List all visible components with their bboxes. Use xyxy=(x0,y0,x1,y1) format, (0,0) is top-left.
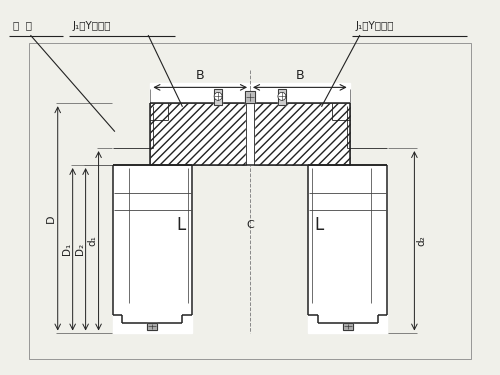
Text: J₁、Y型轴孔: J₁、Y型轴孔 xyxy=(72,21,111,31)
Text: C: C xyxy=(246,220,254,230)
Bar xyxy=(29,42,471,359)
Text: B: B xyxy=(296,69,304,82)
Polygon shape xyxy=(342,324,352,330)
Polygon shape xyxy=(246,104,254,165)
Bar xyxy=(245,92,255,104)
Polygon shape xyxy=(150,104,246,165)
Text: B: B xyxy=(196,69,204,82)
Polygon shape xyxy=(214,89,222,105)
Text: L: L xyxy=(176,216,186,234)
Bar xyxy=(214,89,222,105)
Text: L: L xyxy=(314,216,324,234)
Text: D: D xyxy=(46,214,56,223)
Circle shape xyxy=(214,92,222,100)
Polygon shape xyxy=(254,104,350,165)
Polygon shape xyxy=(130,168,188,303)
Polygon shape xyxy=(148,324,158,330)
Text: 轴  孔: 轴 孔 xyxy=(13,21,32,31)
Polygon shape xyxy=(150,83,350,165)
Text: J₁、Y型轴孔: J₁、Y型轴孔 xyxy=(356,21,394,31)
Text: d₂: d₂ xyxy=(416,236,426,246)
Bar xyxy=(278,89,286,105)
Polygon shape xyxy=(278,89,286,105)
Text: D₂: D₂ xyxy=(74,243,85,255)
Polygon shape xyxy=(308,165,388,333)
Bar xyxy=(148,324,158,330)
Text: D₁: D₁ xyxy=(62,243,72,255)
Text: d₁: d₁ xyxy=(88,236,98,246)
Circle shape xyxy=(278,92,286,100)
Bar xyxy=(342,324,352,330)
Polygon shape xyxy=(312,168,370,303)
Polygon shape xyxy=(245,92,255,104)
Polygon shape xyxy=(112,165,192,333)
